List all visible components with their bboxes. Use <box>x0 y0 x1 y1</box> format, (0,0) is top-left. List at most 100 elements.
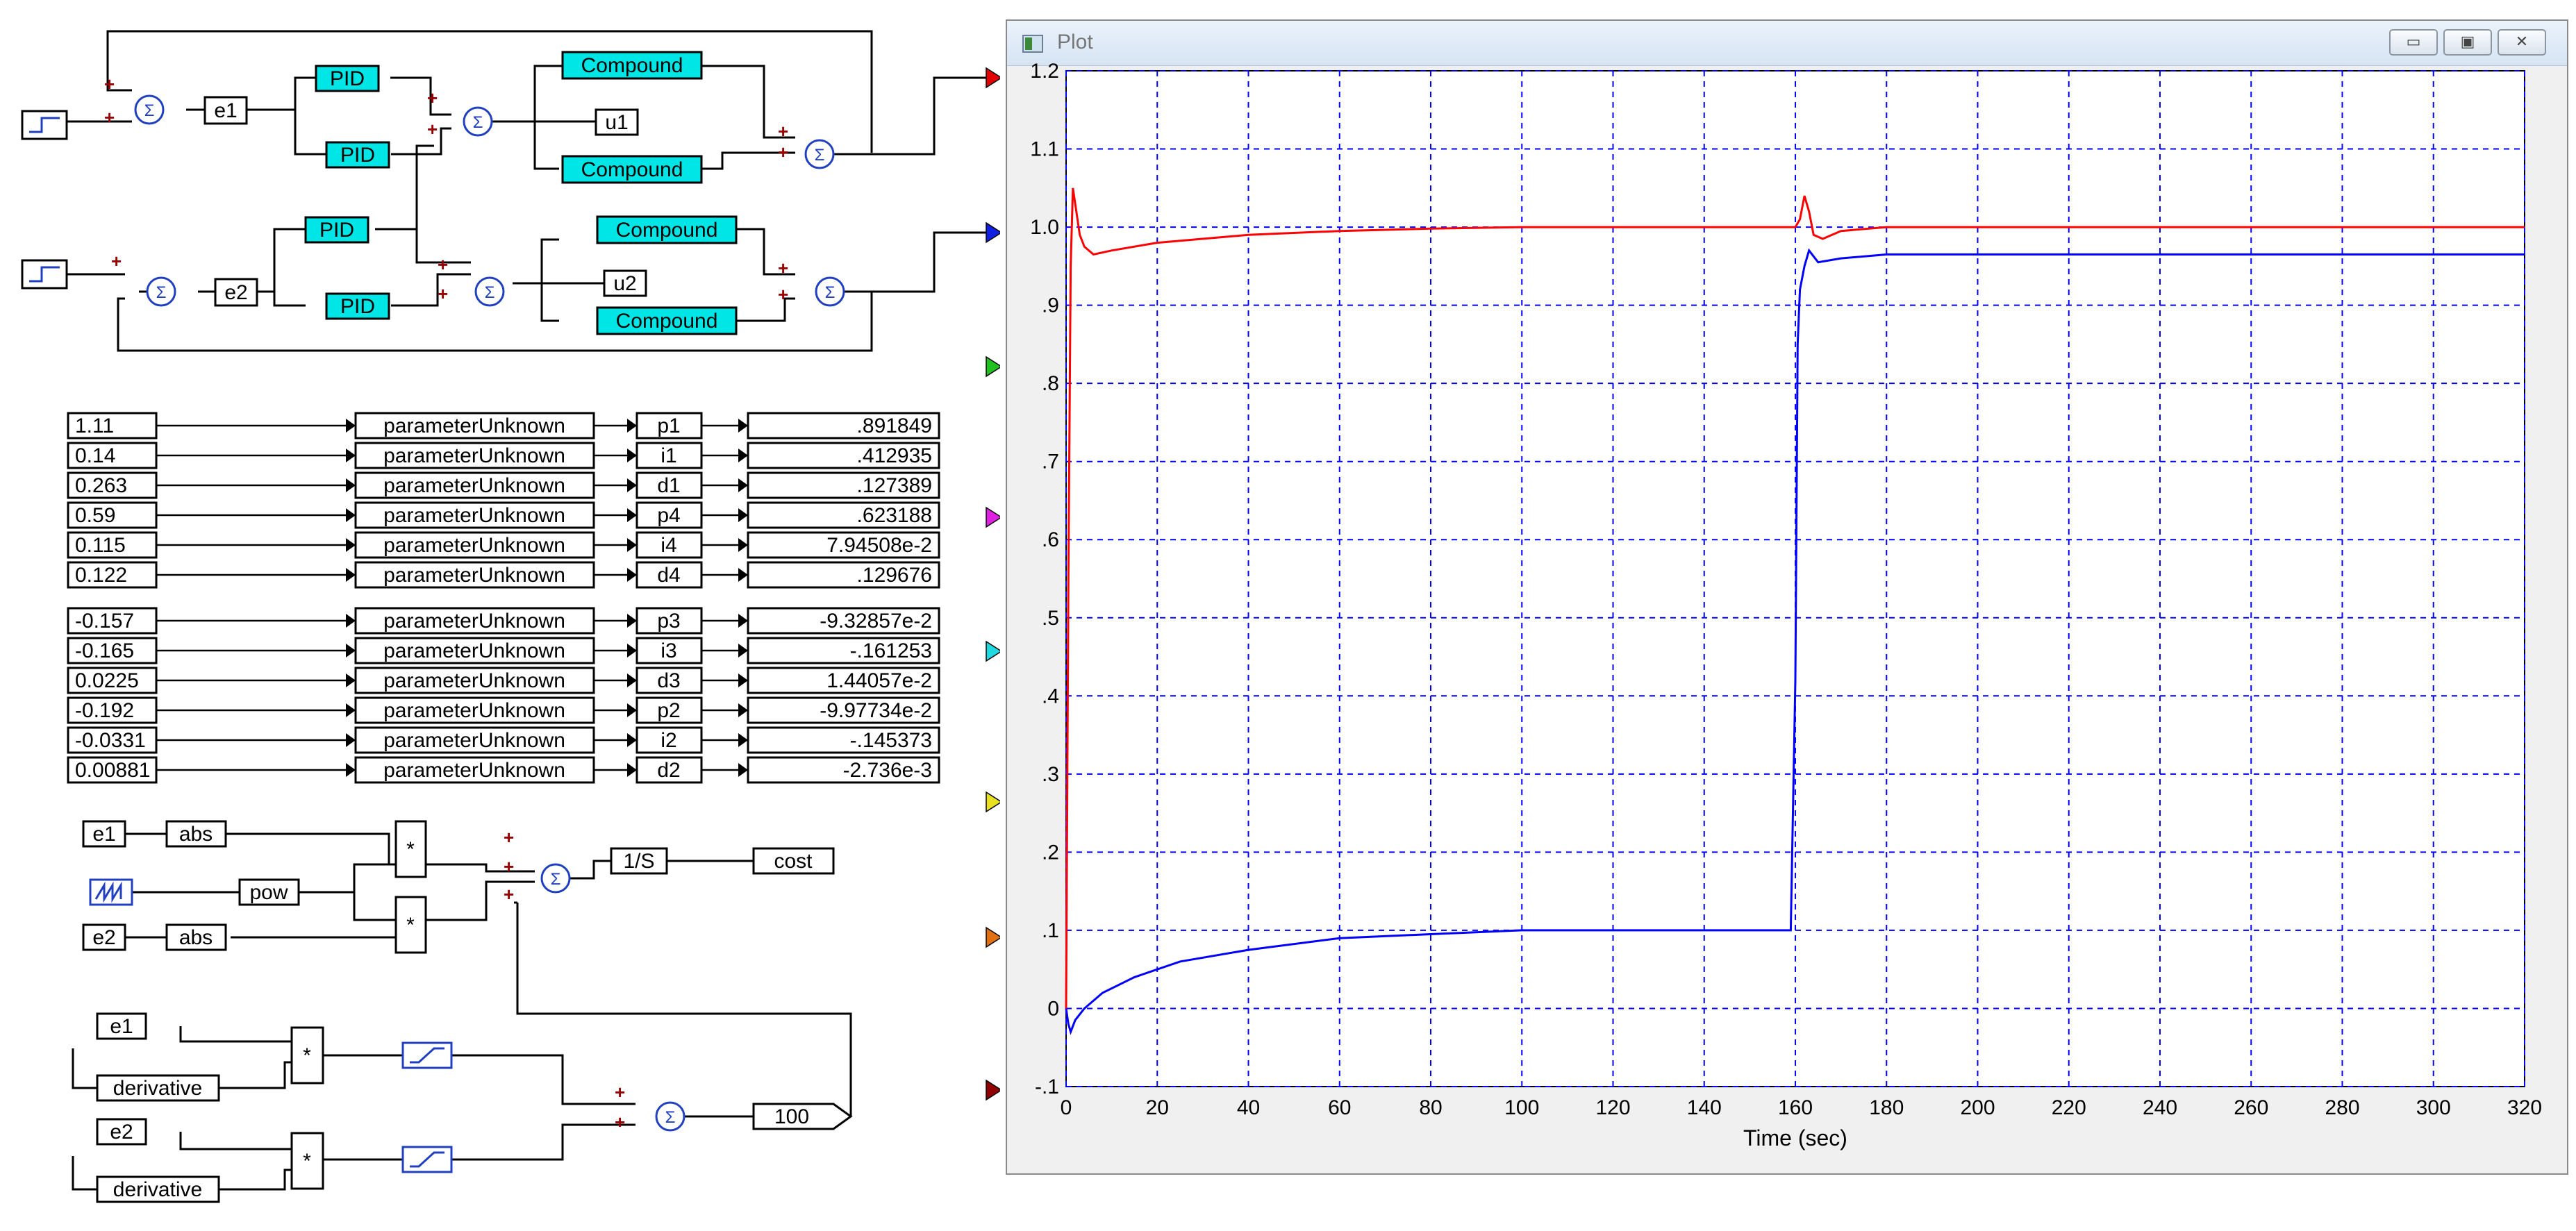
param-value-field[interactable] <box>67 531 158 559</box>
plot-titlebar[interactable]: Plot ▭ ▣ ✕ <box>1007 21 2567 66</box>
parameter-unknown-block[interactable] <box>354 607 595 635</box>
parameter-unknown-block[interactable] <box>354 561 595 589</box>
param-row: 1.11 parameterUnknown p1 .891849 <box>67 412 940 439</box>
abs-block-2[interactable] <box>165 923 227 951</box>
app-icon <box>1022 35 1043 53</box>
param-value-field[interactable] <box>67 637 158 664</box>
step-source-1-icon[interactable] <box>21 110 68 140</box>
pid-block-3[interactable] <box>304 216 369 244</box>
u2-block[interactable] <box>603 269 647 297</box>
param-name-block[interactable] <box>635 756 703 784</box>
parameter-unknown-block[interactable] <box>354 667 595 694</box>
param-value-field[interactable] <box>67 726 158 754</box>
param-name-block[interactable] <box>635 607 703 635</box>
e2-ref-block[interactable] <box>82 923 126 951</box>
plot-input-port-icon[interactable] <box>986 1079 1000 1101</box>
svg-text:Σ: Σ <box>825 283 836 302</box>
pow-block[interactable] <box>238 878 300 906</box>
e2-deriv-ref-block[interactable] <box>96 1118 147 1146</box>
parameter-unknown-block[interactable] <box>354 726 595 754</box>
pid-block-1[interactable] <box>315 65 380 92</box>
plus-sign: + <box>111 251 122 271</box>
parameter-unknown-block[interactable] <box>354 471 595 499</box>
param-result-display <box>747 412 940 439</box>
parameter-unknown-block[interactable] <box>354 412 595 439</box>
param-result: .127389 <box>857 474 932 497</box>
plot-input-port-icon[interactable] <box>986 791 1000 813</box>
param-value-field[interactable] <box>67 607 158 635</box>
multiply-block-2[interactable] <box>394 896 427 954</box>
maximize-button[interactable]: ▣ <box>2443 29 2492 56</box>
parameter-unknown-block[interactable] <box>354 637 595 664</box>
plot-input-port-icon[interactable] <box>986 640 1000 662</box>
param-row: 0.115 parameterUnknown i4 7.94508e-2 <box>67 531 940 559</box>
pid-block-4[interactable] <box>325 292 390 320</box>
saturation-block-2-icon[interactable] <box>401 1146 453 1173</box>
e1-block[interactable] <box>203 96 248 125</box>
compound-block-3[interactable] <box>596 215 738 244</box>
x-tick-label: 120 <box>1595 1096 1630 1119</box>
plot-input-port-icon[interactable] <box>986 221 1000 244</box>
param-value-field[interactable] <box>67 501 158 529</box>
param-value-field[interactable] <box>67 756 158 784</box>
param-value-field[interactable] <box>67 667 158 694</box>
gain-block[interactable] <box>752 1103 853 1130</box>
plot-input-port-icon[interactable] <box>986 355 1000 378</box>
step-source-2-icon[interactable] <box>21 259 68 290</box>
plot-input-port-icon[interactable] <box>986 506 1000 528</box>
u1-label: u1 <box>605 111 628 134</box>
param-value-field[interactable] <box>67 696 158 724</box>
integrator-block[interactable] <box>610 847 668 875</box>
param-name-block[interactable] <box>635 561 703 589</box>
compound-block-2[interactable] <box>561 155 703 184</box>
compound-block-4[interactable] <box>596 306 738 335</box>
plot-input-port-icon[interactable] <box>986 67 1000 89</box>
e2-block[interactable] <box>214 278 258 307</box>
pow-label: pow <box>249 881 288 904</box>
e1-ref-block[interactable] <box>82 820 126 848</box>
minimize-button[interactable]: ▭ <box>2389 29 2438 56</box>
param-name-block[interactable] <box>635 442 703 469</box>
param-value: 1.11 <box>75 414 114 437</box>
plot-chart[interactable]: 0 20 40 60 80 100 120 140 160 180 200 220 240 260 280 3… <box>1007 21 2567 1173</box>
multiply-block-1[interactable] <box>394 820 427 878</box>
derivative-block-2[interactable] <box>96 1175 220 1203</box>
param-name-block[interactable] <box>635 531 703 559</box>
param-value: -0.0331 <box>75 729 146 752</box>
param-name-block[interactable] <box>635 637 703 664</box>
parameter-unknown-block[interactable] <box>354 442 595 469</box>
param-name-block[interactable] <box>635 471 703 499</box>
derivative-block-1[interactable] <box>96 1074 220 1102</box>
cost-block[interactable] <box>752 847 835 875</box>
param-value-field[interactable] <box>67 471 158 499</box>
param-value-field[interactable] <box>67 412 158 439</box>
e1-deriv-ref-block[interactable] <box>96 1012 147 1040</box>
param-name-block[interactable] <box>635 726 703 754</box>
parameter-unknown-block[interactable] <box>354 501 595 529</box>
gain-label: 100 <box>774 1105 809 1128</box>
e2-deriv-ref-label: e2 <box>110 1121 133 1144</box>
multiply-block-3[interactable] <box>290 1026 324 1085</box>
close-button[interactable]: ✕ <box>2498 29 2546 56</box>
parameter-unknown-block[interactable] <box>354 756 595 784</box>
abs-block-1[interactable] <box>165 820 227 848</box>
plot-window[interactable]: Plot ▭ ▣ ✕ 0 20 40 60 80 100 120 140 160 180 200 22… <box>1006 19 2568 1175</box>
parameter-unknown-block[interactable] <box>354 531 595 559</box>
plot-input-port-icon[interactable] <box>986 926 1000 948</box>
x-tick-label: 200 <box>1960 1096 1995 1119</box>
u1-block[interactable] <box>595 108 639 136</box>
svg-text:Σ: Σ <box>485 283 495 302</box>
param-name-block[interactable] <box>635 696 703 724</box>
parameter-unknown-block[interactable] <box>354 696 595 724</box>
y-tick-label: .2 <box>1042 841 1059 864</box>
multiply-block-4[interactable] <box>290 1132 324 1190</box>
param-value-field[interactable] <box>67 561 158 589</box>
param-name-block[interactable] <box>635 501 703 529</box>
param-result: -.161253 <box>850 639 932 662</box>
sawtooth-source-icon[interactable] <box>89 878 133 906</box>
param-name-block[interactable] <box>635 412 703 439</box>
compound-block-1[interactable] <box>561 51 703 80</box>
param-name-block[interactable] <box>635 667 703 694</box>
param-value-field[interactable] <box>67 442 158 469</box>
pid-block-2[interactable] <box>325 141 390 169</box>
